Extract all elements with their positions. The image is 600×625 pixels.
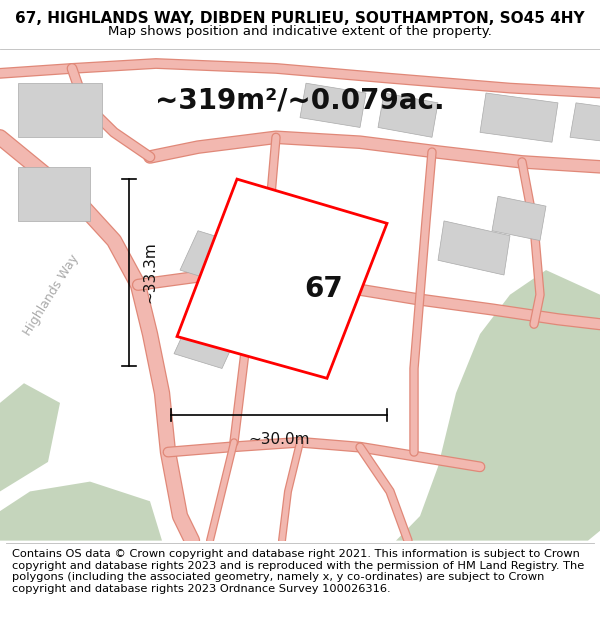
- Polygon shape: [378, 93, 438, 138]
- Polygon shape: [570, 103, 600, 142]
- Polygon shape: [18, 83, 102, 138]
- Text: 67, HIGHLANDS WAY, DIBDEN PURLIEU, SOUTHAMPTON, SO45 4HY: 67, HIGHLANDS WAY, DIBDEN PURLIEU, SOUTH…: [15, 11, 585, 26]
- Text: ~319m²/~0.079ac.: ~319m²/~0.079ac.: [155, 86, 445, 114]
- Polygon shape: [0, 482, 162, 541]
- Polygon shape: [438, 221, 510, 275]
- Text: Highlands Way: Highlands Way: [21, 252, 81, 338]
- Polygon shape: [177, 179, 387, 378]
- Text: ~30.0m: ~30.0m: [248, 432, 310, 447]
- Text: Contains OS data © Crown copyright and database right 2021. This information is : Contains OS data © Crown copyright and d…: [12, 549, 584, 594]
- Polygon shape: [180, 231, 246, 285]
- Polygon shape: [174, 314, 240, 369]
- Polygon shape: [492, 196, 546, 241]
- Text: ~33.3m: ~33.3m: [142, 242, 157, 303]
- Text: Map shows position and indicative extent of the property.: Map shows position and indicative extent…: [108, 25, 492, 38]
- Polygon shape: [396, 270, 600, 541]
- Polygon shape: [0, 383, 60, 491]
- Polygon shape: [480, 93, 558, 142]
- Text: 67: 67: [305, 275, 343, 303]
- Polygon shape: [300, 83, 366, 127]
- Polygon shape: [18, 167, 90, 221]
